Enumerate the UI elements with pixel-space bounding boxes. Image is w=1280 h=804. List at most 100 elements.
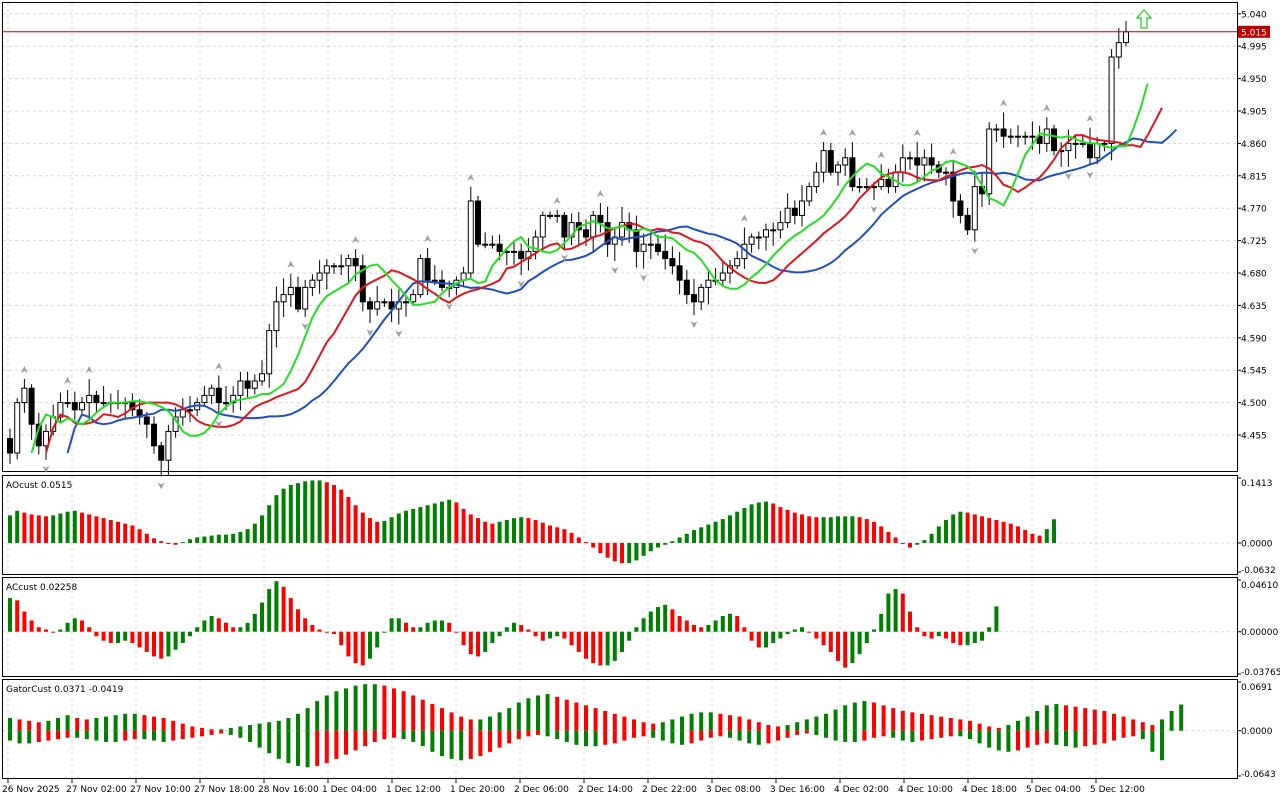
ao-bar bbox=[641, 542, 646, 556]
ao-bar bbox=[519, 517, 524, 543]
ac-bar bbox=[648, 611, 653, 632]
fractal-down-icon bbox=[395, 330, 403, 338]
gator-lower-bar bbox=[420, 730, 425, 747]
ac-bar bbox=[792, 629, 797, 632]
ac-bar bbox=[195, 627, 200, 632]
bear-candle bbox=[7, 438, 13, 454]
ao-bar bbox=[620, 542, 624, 564]
gator-lower-bar bbox=[1083, 730, 1088, 747]
ac-bar bbox=[656, 607, 660, 632]
bull-candle bbox=[208, 387, 215, 396]
gator-lower-bar bbox=[708, 730, 713, 738]
gator-lower-bar bbox=[737, 730, 742, 741]
indicator-tick-label: -0.03765 bbox=[1241, 668, 1280, 678]
ac-bar bbox=[735, 616, 740, 632]
gator-upper-bar bbox=[94, 718, 99, 731]
fractal-up-icon bbox=[820, 128, 828, 136]
bull-candle bbox=[547, 214, 553, 217]
bear-candle bbox=[1087, 142, 1093, 159]
ac-bar bbox=[116, 631, 120, 643]
ac-bar bbox=[418, 627, 423, 632]
gator-upper-bar bbox=[564, 699, 569, 731]
gator-upper-bar bbox=[238, 726, 243, 731]
gator-upper-bar bbox=[315, 701, 320, 731]
ac-bar bbox=[166, 631, 171, 657]
fractal-down-icon bbox=[1086, 171, 1094, 179]
gator-lower-bar bbox=[161, 730, 166, 742]
ao-bar bbox=[166, 542, 171, 544]
ac-bar bbox=[872, 629, 876, 632]
ao-bar bbox=[188, 539, 192, 543]
gator-lower-bar bbox=[1044, 730, 1049, 744]
gator-lower-bar bbox=[46, 730, 51, 741]
ao-bar bbox=[389, 517, 394, 543]
gator-lower-bar bbox=[1016, 730, 1020, 751]
ac-bar bbox=[252, 613, 257, 632]
gator-lower-bar bbox=[238, 730, 243, 738]
gator-lower-bar bbox=[680, 730, 684, 745]
gator-panel[interactable] bbox=[2, 679, 1238, 779]
gator-lower-bar bbox=[545, 730, 550, 737]
gator-upper-bar bbox=[123, 713, 128, 731]
gator-lower-bar bbox=[670, 730, 675, 744]
gator-lower-bar bbox=[564, 730, 569, 742]
bull-candle bbox=[237, 380, 244, 396]
gator-upper-bar bbox=[766, 725, 771, 731]
bull-candle bbox=[374, 301, 381, 310]
ao-bar bbox=[526, 518, 531, 543]
bull-candle bbox=[511, 250, 517, 253]
gator-upper-bar bbox=[497, 712, 502, 731]
gator-upper-bar bbox=[843, 705, 848, 731]
ac-bar bbox=[65, 622, 70, 632]
ac-bar bbox=[454, 631, 459, 633]
time-label: 4 Dec 02:00 bbox=[834, 785, 889, 795]
bull-candle bbox=[86, 394, 93, 404]
ao-bar bbox=[648, 542, 653, 552]
ac-bar bbox=[562, 631, 567, 639]
ac-bar bbox=[202, 620, 207, 632]
gator-upper-bar bbox=[612, 713, 617, 731]
ac-bar bbox=[800, 627, 804, 632]
ao-bar bbox=[980, 516, 984, 543]
gator-lower-bar bbox=[977, 730, 982, 744]
gator-lower-bar bbox=[612, 730, 617, 744]
ao-bar bbox=[159, 541, 164, 543]
bull-candle bbox=[316, 272, 323, 281]
gator-upper-bar bbox=[200, 727, 204, 731]
ao-bar bbox=[792, 512, 797, 543]
ao-bar bbox=[591, 542, 596, 548]
gator-lower-bar bbox=[219, 730, 224, 734]
price-tick-label: 4.590 bbox=[1241, 334, 1267, 344]
ac-bar bbox=[785, 631, 790, 634]
gator-lower-bar bbox=[286, 730, 291, 764]
bear-candle bbox=[964, 214, 971, 231]
ao-bar bbox=[828, 517, 833, 543]
ao-bar bbox=[425, 505, 430, 543]
bull-candle bbox=[770, 229, 777, 232]
ao-bar bbox=[836, 516, 840, 543]
ac-bar bbox=[461, 631, 466, 646]
gator-upper-bar bbox=[468, 719, 473, 731]
gator-upper-bar bbox=[1112, 713, 1116, 731]
gator-lower-bar bbox=[8, 730, 12, 741]
bear-candle bbox=[93, 394, 100, 404]
gator-upper-bar bbox=[392, 688, 396, 731]
gator-upper-bar bbox=[113, 715, 118, 731]
bull-candle bbox=[640, 243, 647, 252]
gator-upper-bar bbox=[1092, 709, 1097, 731]
ao-bar bbox=[58, 513, 63, 543]
ac-bar bbox=[231, 627, 236, 632]
gator-lower-bar bbox=[27, 730, 32, 744]
ao-bar bbox=[1052, 519, 1056, 543]
gator-upper-bar bbox=[1160, 719, 1164, 731]
time-label: 1 Dec 20:00 bbox=[450, 785, 505, 795]
ao-bar bbox=[224, 534, 228, 543]
gator-lower-bar bbox=[382, 730, 387, 740]
ac-bar bbox=[87, 627, 92, 632]
gator-upper-bar bbox=[171, 720, 176, 731]
ac-panel[interactable] bbox=[2, 577, 1238, 677]
bull-candle bbox=[230, 394, 237, 404]
gator-lower-bar bbox=[1054, 730, 1059, 745]
ao-bar bbox=[173, 542, 178, 545]
